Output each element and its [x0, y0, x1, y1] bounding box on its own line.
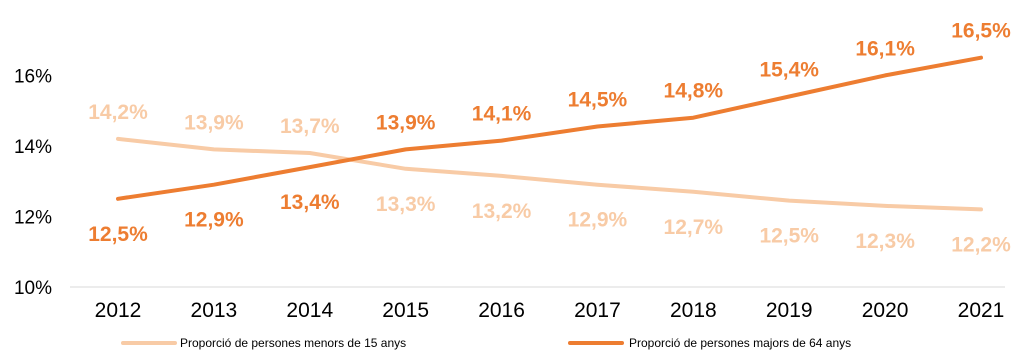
series-line-1: [116, 136, 983, 212]
data-label: 14,2%: [88, 101, 148, 124]
series-lines: [116, 55, 983, 212]
x-tick-label: 2019: [766, 299, 813, 322]
data-label: 12,5%: [88, 223, 148, 246]
y-tick-label: 16%: [14, 66, 52, 87]
data-label: 12,7%: [664, 216, 724, 239]
x-tick-label: 2018: [670, 299, 717, 322]
y-tick-label: 12%: [14, 207, 52, 228]
data-label: 14,1%: [472, 103, 532, 126]
data-label: 16,5%: [951, 20, 1011, 43]
x-tick-label: 2016: [478, 299, 525, 322]
legend-label-1: Proporció de persones menors de 15 anys: [180, 336, 406, 350]
data-label: 13,9%: [184, 111, 244, 134]
y-tick-label: 10%: [14, 278, 52, 299]
data-label: 13,9%: [376, 111, 436, 134]
x-tick-label: 2013: [191, 299, 238, 322]
x-tick-label: 2021: [958, 299, 1005, 322]
y-tick-label: 14%: [14, 137, 52, 158]
data-label: 13,3%: [376, 193, 436, 216]
data-label: 16,1%: [855, 37, 915, 60]
data-label: 12,9%: [184, 209, 244, 232]
data-label: 13,4%: [280, 191, 340, 214]
x-tick-label: 2014: [286, 299, 333, 322]
data-label: 12,9%: [568, 209, 628, 232]
data-label: 12,5%: [759, 225, 819, 248]
data-label: 13,2%: [472, 200, 532, 223]
legend-label-2: Proporció de persones majors de 64 anys: [629, 336, 851, 350]
data-label: 15,4%: [759, 59, 819, 82]
x-tick-label: 2020: [862, 299, 909, 322]
data-label: 13,7%: [280, 115, 340, 138]
x-tick-label: 2012: [95, 299, 142, 322]
x-axis: 2012 2013 2014 2015 2016 2017 2018 2019 2020 2021: [70, 286, 1005, 322]
x-tick-label: 2017: [574, 299, 621, 322]
data-labels: 14,2% 13,9% 13,7% 13,3% 13,2% 12,9% 12,7% 12,5%…: [88, 20, 1011, 257]
data-label: 14,8%: [664, 80, 724, 103]
x-tick-label: 2015: [382, 299, 429, 322]
data-label: 14,5%: [568, 89, 628, 112]
series-line-2: [116, 55, 983, 201]
y-axis: 10% 12% 14% 16%: [14, 66, 52, 299]
legend: Proporció de persones menors de 15 anys P…: [121, 336, 851, 350]
data-label: 12,2%: [951, 233, 1011, 256]
data-label: 12,3%: [855, 230, 915, 253]
